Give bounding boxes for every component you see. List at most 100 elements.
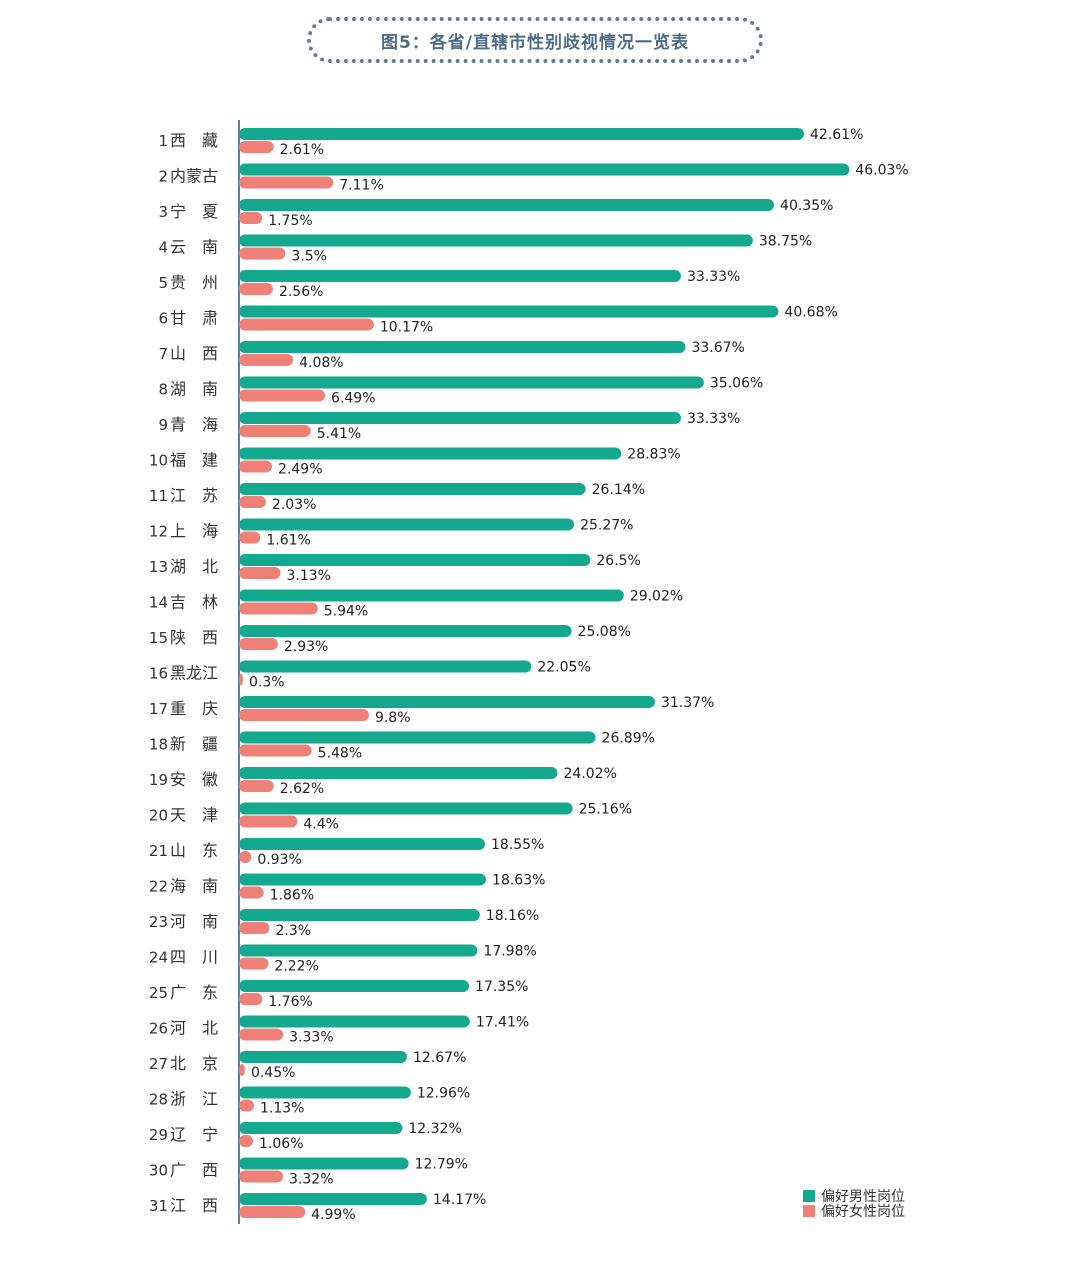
legend-label-male: 偏好男性岗位 [821,1189,905,1205]
category-rank: 18 [149,736,168,754]
category-label: 青 海 [170,415,218,434]
bar-female [239,993,263,1005]
category-label: 安 徽 [170,770,218,789]
bar-female-value-label: 2.93% [284,639,328,655]
bar-male [239,767,558,779]
category-label: 甘 肃 [170,309,218,328]
bar-female [239,1028,284,1041]
bar-male [239,802,573,815]
legend-swatch-male [803,1190,815,1202]
bar-female [239,815,298,828]
category-label: 重 庆 [170,699,218,718]
bar-male [239,1157,409,1170]
bar-female-value-label: 3.13% [287,568,331,584]
category-rank: 23 [149,913,168,931]
category-label: 广 西 [170,1161,218,1180]
category-label: 江 西 [170,1196,218,1215]
chart-title: 图5：各省/直辖市性别歧视情况一览表 [380,32,690,53]
category-rank: 21 [149,842,168,860]
bar-female-value-label: 1.06% [259,1136,303,1152]
bar-female-value-label: 3.33% [289,1030,333,1046]
legend-label-female: 偏好女性岗位 [821,1203,905,1220]
bar-female [239,673,243,686]
bar-male [239,234,753,247]
bar-female [239,141,274,153]
category-label: 浙 江 [170,1090,218,1109]
bar-female [239,922,270,934]
category-rank: 4 [158,239,168,257]
bar-male-value-label: 17.35% [475,979,528,995]
category-rank: 31 [149,1197,168,1215]
bar-male [239,128,805,140]
category-rank: 1 [158,132,168,150]
bar-male-value-label: 26.14% [592,482,645,498]
category-label: 西 藏 [170,131,218,150]
bar-female [239,602,318,615]
bar-male [239,589,624,602]
bar-female [239,780,274,792]
category-label: 黑龙江 [170,664,218,683]
bar-female-value-label: 2.22% [274,959,318,975]
bar-male-value-label: 33.67% [691,340,744,356]
bar-male [239,873,487,886]
bar-male-value-label: 22.05% [537,660,590,676]
bar-male [239,412,681,424]
category-rank: 6 [158,310,168,328]
bar-male [239,1086,411,1099]
category-label: 江 苏 [170,486,218,505]
bar-male-value-label: 12.96% [417,1086,470,1102]
category-rank: 28 [149,1091,168,1109]
bar-male [239,1051,408,1063]
category-label: 四 川 [170,948,218,967]
category-label: 天 津 [170,806,218,825]
category-label: 吉 林 [170,593,218,612]
bar-female-value-label: 1.13% [260,1101,304,1117]
category-rank: 14 [149,594,168,612]
bar-female-value-label: 6.49% [331,391,375,407]
bar-female-value-label: 4.99% [311,1207,355,1223]
category-label: 辽 宁 [170,1125,218,1144]
bar-male [239,980,470,992]
category-rank: 2 [158,168,168,186]
bar-female [239,354,294,366]
bar-male-value-label: 40.35% [780,198,833,214]
bar-male-value-label: 42.61% [810,127,863,143]
bar-female [239,1064,245,1076]
bar-female-value-label: 1.76% [268,994,312,1010]
category-label: 河 南 [170,912,218,931]
bar-male [239,163,850,176]
bar-female-value-label: 7.11% [339,178,383,194]
bar-female [239,496,266,508]
bar-female [239,567,281,579]
bar-female [239,1099,254,1112]
bar-female [239,851,252,863]
bar-female-value-label: 0.93% [257,852,301,868]
category-rank: 15 [149,629,168,647]
bar-female [239,1135,254,1147]
bar-female [239,425,311,437]
category-rank: 16 [149,665,168,683]
bar-female-value-label: 2.61% [280,142,324,158]
bar-female-value-label: 2.3% [275,923,311,939]
bar-male-value-label: 26.89% [602,731,655,747]
bar-male-value-label: 38.75% [759,234,812,250]
category-label: 新 疆 [170,735,218,754]
category-rank: 22 [149,878,168,896]
category-label: 福 建 [170,451,218,470]
bar-female-value-label: 4.4% [303,817,339,833]
bar-male-value-label: 33.33% [687,269,740,285]
category-label: 内蒙古 [170,167,218,186]
bar-male-value-label: 12.79% [415,1157,468,1173]
bar-male-value-label: 17.41% [476,1015,529,1031]
category-rank: 13 [149,558,168,576]
bar-female [239,886,264,899]
bar-male [239,341,686,353]
category-rank: 5 [158,274,168,292]
bar-male [239,660,532,673]
bar-male [239,199,775,211]
bar-male-value-label: 26.5% [596,553,640,569]
bar-male-value-label: 25.08% [578,624,631,640]
bar-male [239,518,575,531]
category-rank: 17 [149,700,168,718]
category-rank: 11 [149,487,168,505]
